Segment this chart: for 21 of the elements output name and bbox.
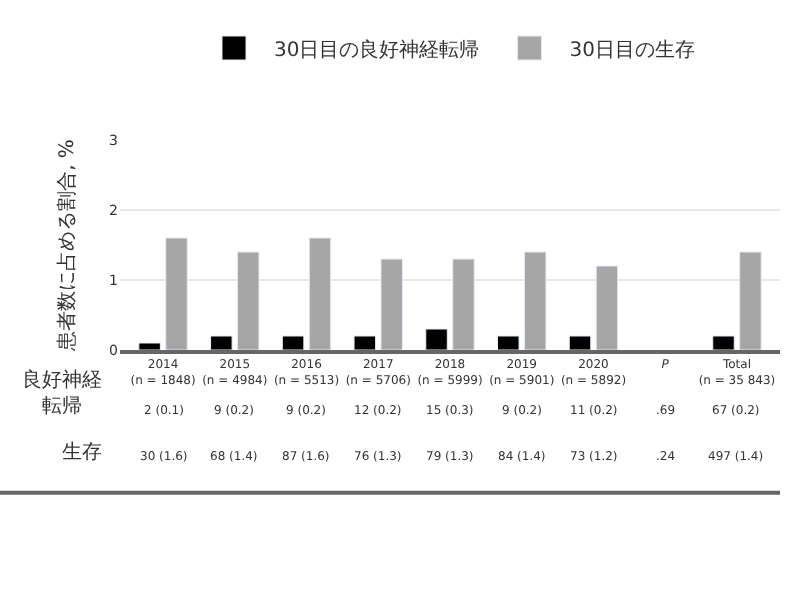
bar bbox=[210, 335, 233, 350]
bar bbox=[308, 237, 332, 350]
bar bbox=[380, 258, 403, 350]
bar bbox=[712, 335, 735, 350]
text: 生存 bbox=[62, 440, 102, 464]
bar bbox=[165, 237, 188, 350]
bar bbox=[353, 335, 377, 350]
bar bbox=[452, 258, 475, 350]
legend-label: 30日目の良好神経転帰 bbox=[274, 37, 480, 62]
bar bbox=[568, 335, 592, 350]
bar bbox=[425, 328, 448, 350]
bar bbox=[281, 335, 305, 350]
bar bbox=[236, 251, 260, 350]
bar bbox=[497, 335, 520, 350]
bar bbox=[523, 251, 547, 350]
bar bbox=[595, 265, 619, 350]
bar bbox=[138, 342, 161, 350]
text: 良好神経転帰 bbox=[22, 368, 102, 418]
legend-label: 30日目の生存 bbox=[569, 37, 695, 62]
bar bbox=[739, 251, 762, 350]
y-axis-title: 患者数に占める割合, % bbox=[55, 139, 80, 353]
